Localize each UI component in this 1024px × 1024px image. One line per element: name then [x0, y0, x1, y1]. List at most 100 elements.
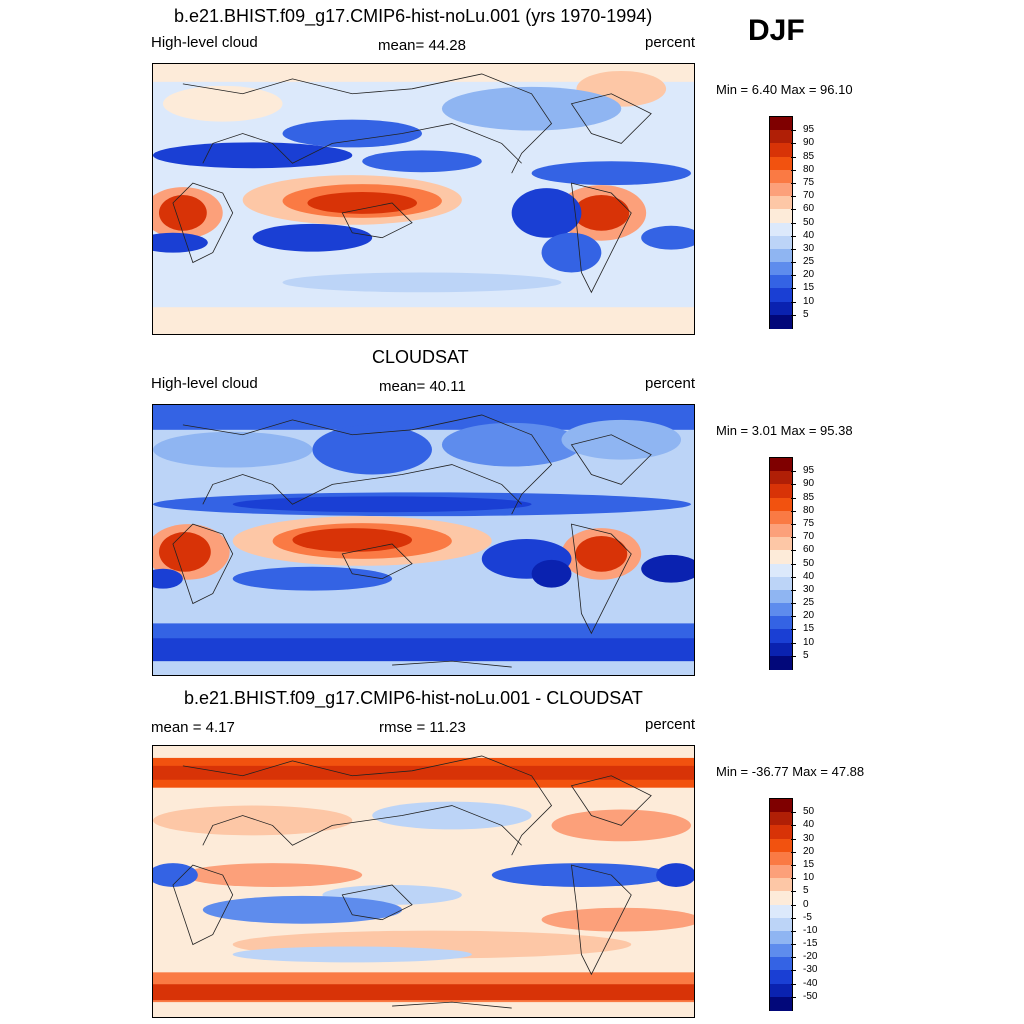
colorbar-swatch [770, 576, 792, 591]
colorbar-swatch [770, 248, 792, 263]
colorbar-label: 15 [803, 623, 815, 635]
colorbar-label: 40 [803, 819, 815, 831]
colorbar-label: 30 [803, 832, 815, 844]
colorbar-tick [791, 576, 796, 578]
colorbar-swatch [770, 970, 792, 985]
colorbar-tick [791, 603, 796, 605]
colorbar-label: 80 [803, 163, 815, 175]
colorbar-tick [791, 616, 796, 618]
panel-3-map-svg [153, 746, 694, 1017]
colorbar-label: 60 [803, 203, 815, 215]
colorbar-swatch [770, 917, 792, 932]
panel-2-colorbar [769, 457, 793, 670]
colorbar-swatch [770, 537, 792, 551]
colorbar-swatch [770, 996, 792, 1011]
colorbar-label: 75 [803, 176, 815, 188]
colorbar-label: 5 [803, 649, 809, 661]
colorbar-swatch [770, 235, 792, 250]
panel-3-map [152, 745, 695, 1018]
colorbar-label: 90 [803, 137, 815, 149]
panel-3-units: percent [645, 716, 696, 733]
colorbar-swatch [770, 117, 792, 131]
colorbar-swatch [770, 629, 792, 644]
colorbar-tick [791, 196, 796, 198]
colorbar-tick [791, 222, 796, 224]
panel-1-colorbar [769, 116, 793, 329]
panel-3-mean: mean = 4.17 [151, 719, 235, 736]
colorbar-swatch [770, 484, 792, 499]
colorbar-label: 40 [803, 229, 815, 241]
colorbar-tick [791, 629, 796, 631]
colorbar-swatch [770, 288, 792, 303]
colorbar-swatch [770, 957, 792, 971]
colorbar-swatch [770, 825, 792, 840]
colorbar-label: 85 [803, 491, 815, 503]
colorbar-label: 15 [803, 858, 815, 870]
colorbar-swatch [770, 878, 792, 892]
colorbar-label: 10 [803, 295, 815, 307]
colorbar-tick [791, 589, 796, 591]
panel-2-coastline [172, 414, 652, 668]
colorbar-tick [791, 209, 796, 211]
colorbar-tick [791, 917, 796, 919]
colorbar-tick [791, 537, 796, 539]
colorbar-label: 80 [803, 504, 815, 516]
panel-1-title: b.e21.BHIST.f09_g17.CMIP6-hist-noLu.001 … [174, 6, 653, 26]
colorbar-swatch [770, 314, 792, 329]
colorbar-swatch [770, 563, 792, 578]
colorbar-label: 50 [803, 557, 815, 569]
colorbar-label: 30 [803, 242, 815, 254]
colorbar-swatch [770, 904, 792, 919]
colorbar-label: -30 [803, 964, 818, 976]
colorbar-swatch [770, 169, 792, 184]
colorbar-label: 60 [803, 544, 815, 556]
colorbar-tick [791, 642, 796, 644]
panel-3-rmse: rmse = 11.23 [379, 719, 466, 736]
colorbar-tick [791, 891, 796, 893]
panel-2-title: CLOUDSAT [372, 347, 469, 367]
colorbar-label: -15 [803, 938, 818, 950]
colorbar-tick [791, 983, 796, 985]
colorbar-label: 10 [803, 872, 815, 884]
colorbar-tick [791, 510, 796, 512]
panel-2-units: percent [645, 375, 696, 392]
colorbar-tick [791, 497, 796, 499]
colorbar-label: 95 [803, 465, 815, 477]
colorbar-label: 0 [803, 898, 809, 910]
colorbar-label: -5 [803, 911, 812, 923]
colorbar-tick [791, 169, 796, 171]
colorbar-swatch [770, 930, 792, 945]
colorbar-swatch [770, 891, 792, 905]
colorbar-tick [791, 957, 796, 959]
colorbar-swatch [770, 275, 792, 289]
colorbar-tick [791, 838, 796, 840]
colorbar-tick [791, 275, 796, 277]
colorbar-tick [791, 878, 796, 880]
colorbar-swatch [770, 983, 792, 998]
colorbar-swatch [770, 838, 792, 853]
colorbar-tick [791, 262, 796, 264]
colorbar-swatch [770, 642, 792, 657]
panel-2-map-svg [153, 405, 694, 675]
colorbar-tick [791, 904, 796, 906]
colorbar-label: 70 [803, 190, 815, 202]
panel-1-mean: mean= 44.28 [378, 37, 466, 54]
colorbar-label: 25 [803, 256, 815, 268]
colorbar-label: 20 [803, 269, 815, 281]
colorbar-label: 25 [803, 597, 815, 609]
colorbar-tick [791, 970, 796, 972]
panel-1-left-label: High-level cloud [151, 34, 258, 51]
panel-2-map [152, 404, 695, 676]
colorbar-label: 40 [803, 570, 815, 582]
colorbar-swatch [770, 222, 792, 237]
colorbar-swatch [770, 603, 792, 617]
colorbar-label: 95 [803, 124, 815, 136]
colorbar-tick [791, 851, 796, 853]
colorbar-label: 20 [803, 845, 815, 857]
colorbar-tick [791, 550, 796, 552]
colorbar-swatch [770, 510, 792, 525]
colorbar-swatch [770, 156, 792, 171]
colorbar-tick [791, 314, 796, 316]
colorbar-swatch [770, 812, 792, 826]
colorbar-tick [791, 288, 796, 290]
